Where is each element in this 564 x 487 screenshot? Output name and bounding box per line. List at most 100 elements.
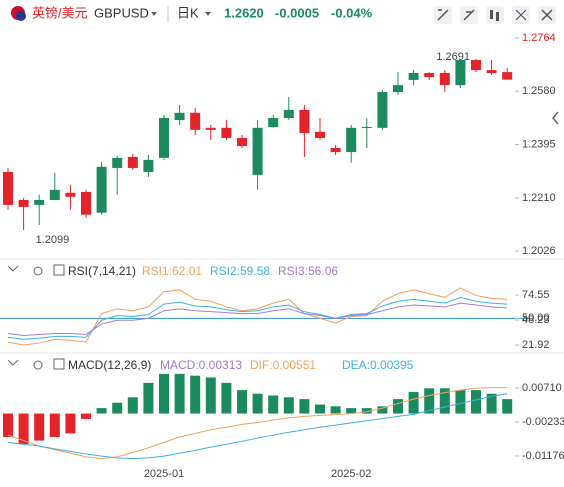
macd-bar: [393, 399, 403, 414]
candle-body: [346, 127, 357, 153]
candle-body: [455, 60, 466, 86]
symbol[interactable]: GBPUSD: [94, 5, 149, 20]
candle-body: [205, 127, 216, 130]
candle-body: [112, 157, 123, 168]
candle-body: [502, 72, 513, 80]
macd-bar: [237, 390, 247, 414]
macd-bar: [471, 390, 481, 414]
candle-body: [330, 148, 341, 153]
candle-body: [190, 112, 201, 130]
y-tick-label: 1.2764: [522, 32, 556, 44]
dropdown-icon[interactable]: [205, 12, 211, 16]
y-tick-label: 1.2210: [522, 192, 556, 204]
macd-bar: [143, 382, 154, 414]
macd-bar: [96, 408, 107, 414]
pair-name: 英镑/美元: [32, 5, 88, 20]
indicator-line: [7, 393, 508, 460]
candle-body: [361, 126, 372, 128]
macd-bar: [346, 408, 357, 414]
indicator-line: [7, 302, 508, 336]
candle-body: [486, 70, 497, 74]
candle-body: [408, 73, 419, 80]
y-tick-label: 1.2580: [522, 85, 556, 97]
macd-bar: [361, 408, 372, 414]
macd-bar: [221, 382, 232, 414]
flag-icon: [16, 11, 26, 21]
y-tick-label: -0.01176: [522, 450, 564, 462]
macd-bar: [424, 388, 435, 414]
macd-bar: [299, 399, 310, 414]
macd-bar: [455, 390, 466, 414]
collapse-arrow[interactable]: [552, 111, 559, 125]
candle-body: [49, 189, 60, 200]
legend-entry: RSI3:56.06: [278, 264, 338, 278]
candle-body: [96, 166, 107, 213]
y-tick-label: 50.00: [522, 312, 550, 324]
y-tick-label: 48.23: [522, 314, 550, 326]
candle-body: [237, 137, 247, 147]
y-tick-label: 1.2395: [522, 138, 556, 150]
candle-body: [18, 199, 29, 207]
candle-body: [268, 118, 279, 127]
candle-body: [221, 127, 232, 138]
high-annotation: 1.2691: [436, 51, 470, 63]
candle-body: [393, 85, 403, 93]
y-tick-label: 74.55: [522, 289, 550, 301]
legend-entry: MACD:0.00313: [160, 358, 242, 372]
macd-bar: [49, 413, 60, 437]
candle-body: [471, 60, 481, 71]
macd-bar: [3, 413, 13, 437]
macd-bar: [377, 406, 388, 414]
candle-body: [377, 92, 388, 128]
candle-body: [143, 159, 154, 172]
macd-bar: [502, 399, 513, 414]
macd-bar: [159, 373, 169, 414]
indicator-title: RSI(7,14,21): [68, 264, 136, 278]
price: 1.2620: [224, 5, 264, 20]
candle-body: [127, 156, 138, 168]
candle-body: [283, 109, 294, 119]
period[interactable]: 日K: [177, 5, 199, 20]
y-tick-label: 1.2026: [522, 245, 556, 257]
macd-bar: [408, 391, 419, 414]
macd-bar: [439, 388, 450, 414]
change: -0.0005: [275, 5, 319, 20]
candle-body: [439, 73, 450, 86]
macd-bar: [81, 413, 91, 419]
low-annotation: 1.2099: [36, 234, 70, 246]
toolbar[interactable]: [434, 6, 556, 24]
macd-bar: [112, 402, 123, 414]
macd-bar: [34, 413, 45, 441]
y-tick-label: -0.00233: [522, 416, 564, 428]
macd-bar: [330, 406, 341, 414]
panel-controls[interactable]: [7, 264, 65, 370]
candle-body: [299, 109, 310, 134]
macd-bar: [190, 375, 201, 414]
dropdown-icon[interactable]: [151, 12, 157, 16]
macd-bar: [65, 413, 76, 434]
macd-bar: [127, 397, 138, 414]
legend-entry: RSI1:62.01: [142, 264, 202, 278]
candle-body: [424, 73, 435, 78]
indicator-line: [7, 287, 508, 346]
x-tick-label: 2025-01: [144, 468, 184, 480]
macd-bar: [283, 397, 294, 414]
candle-body: [159, 118, 169, 158]
candle-body: [81, 191, 91, 215]
macd-bar: [268, 395, 279, 414]
legend-entry: DIF:0.00551: [250, 358, 316, 372]
candle-body: [315, 131, 325, 138]
macd-bar: [252, 393, 263, 414]
y-tick-label: 21.92: [522, 339, 550, 351]
legend-entry: DEA:0.00395: [342, 358, 414, 372]
macd-bar: [174, 373, 185, 414]
candle-body: [3, 171, 13, 205]
candle-body: [65, 192, 76, 197]
legend-entry: RSI2:59.58: [210, 264, 270, 278]
indicator-line: [7, 296, 508, 340]
candle-body: [174, 112, 185, 121]
candle-body: [252, 127, 263, 175]
macd-bar: [18, 413, 29, 445]
